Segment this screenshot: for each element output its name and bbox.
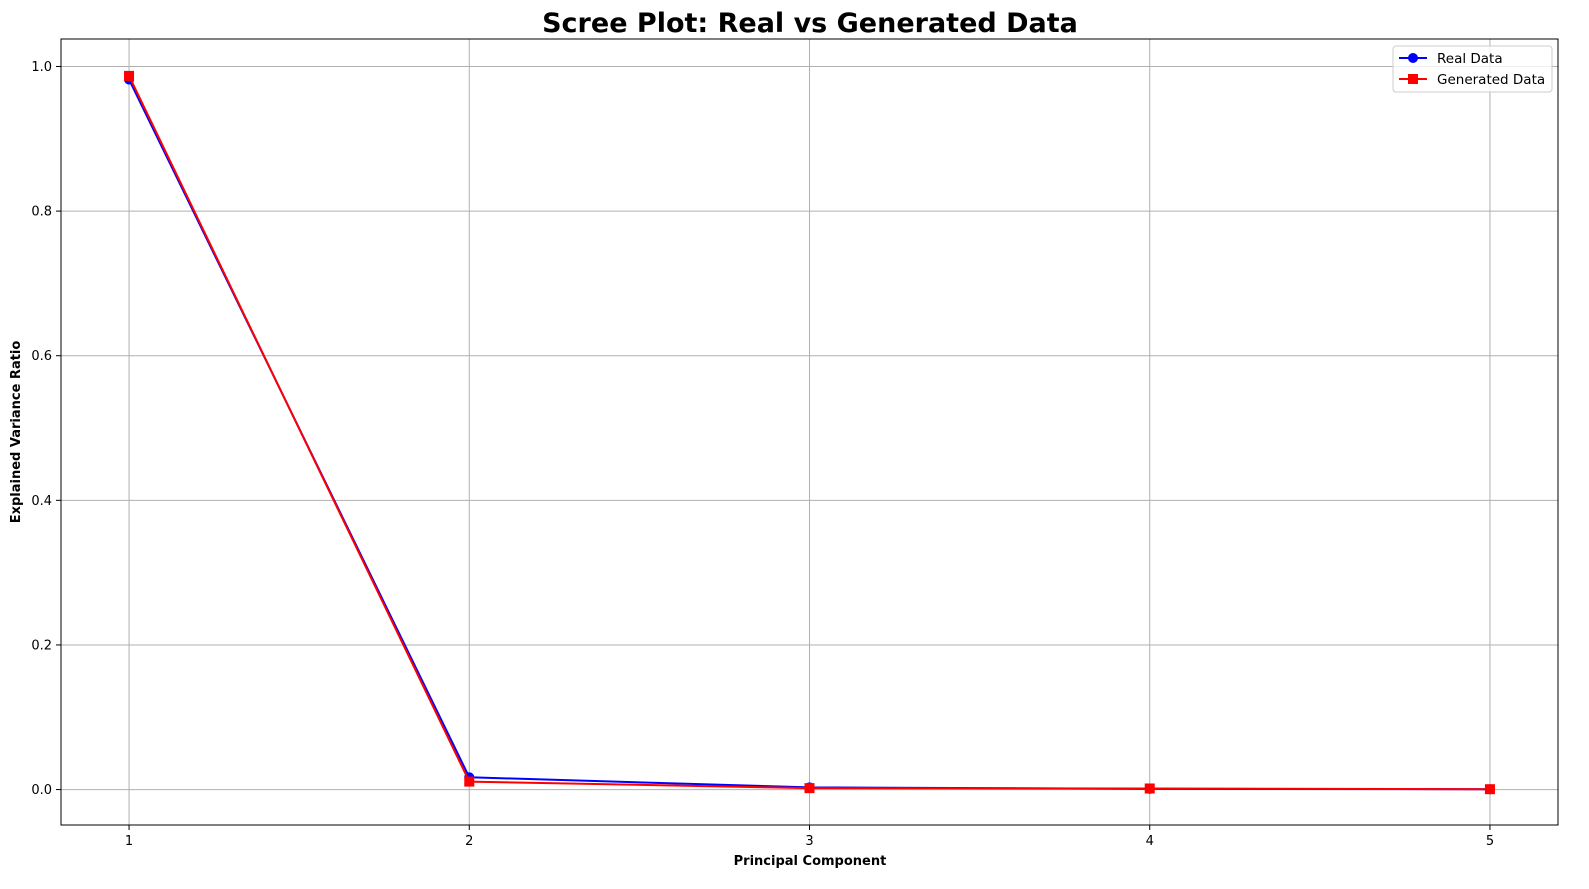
x-tick-label: 5 (1486, 834, 1494, 849)
legend-marker (1408, 74, 1418, 84)
legend-marker (1408, 53, 1418, 63)
legend-entry-real-data: Real Data (1399, 51, 1503, 67)
y-tick-label: 0.0 (31, 783, 52, 798)
y-tick-label: 0.4 (31, 494, 52, 509)
legend-entries: Real Data Generated Data (1399, 51, 1545, 88)
y-tick-label: 1.0 (31, 60, 52, 75)
x-tick-label: 2 (465, 834, 473, 849)
y-axis-label: Explained Variance Ratio (9, 341, 24, 524)
y-tick-label: 0.6 (31, 349, 52, 364)
legend-label: Generated Data (1437, 72, 1545, 88)
data-point-generated-data (1144, 783, 1155, 794)
series-generated-data (124, 70, 1495, 795)
data-point-generated-data (124, 70, 135, 81)
x-axis-label: Principal Component (734, 854, 887, 869)
y-tick-label: 0.8 (31, 205, 52, 220)
legend-box (1392, 45, 1553, 93)
chart-title: Scree Plot: Real vs Generated Data (542, 8, 1078, 39)
legend-label: Real Data (1437, 51, 1503, 67)
x-tick-label: 1 (125, 834, 133, 849)
legend-entry-generated-data: Generated Data (1399, 72, 1545, 88)
data-point-generated-data (464, 776, 475, 787)
y-tick-label: 0.2 (31, 638, 52, 653)
x-tick-label: 4 (1146, 834, 1154, 849)
series-layer (124, 70, 1495, 795)
legend: Real Data Generated Data (1392, 45, 1553, 93)
tick-layer: 1 2 3 4 5 0.0 0.2 0.4 0.6 0.8 1.0 (31, 60, 1494, 849)
data-point-generated-data (804, 783, 815, 794)
x-tick-label: 3 (805, 834, 813, 849)
data-point-generated-data (1484, 784, 1495, 795)
